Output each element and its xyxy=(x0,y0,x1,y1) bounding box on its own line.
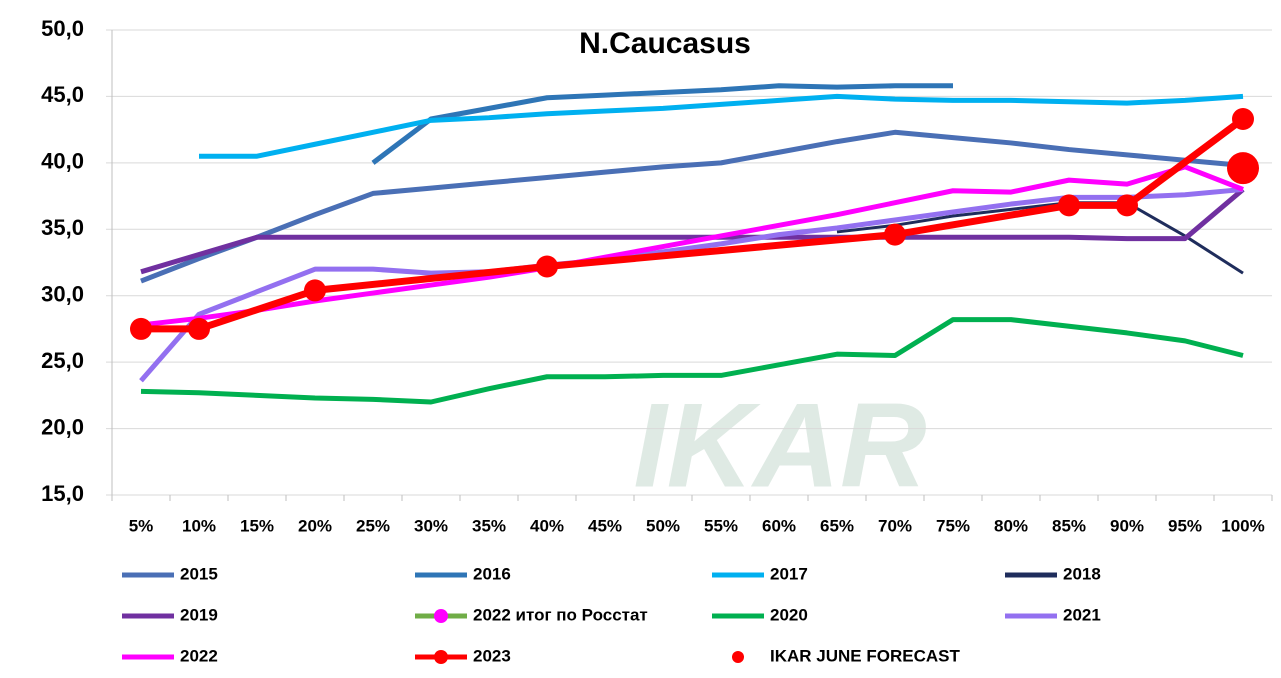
legend-label: 2023 xyxy=(473,646,511,665)
series-marker xyxy=(304,279,326,301)
series-marker xyxy=(1227,152,1259,184)
legend-label: 2022 итог по Росстат xyxy=(473,605,648,624)
x-tick-label: 75% xyxy=(936,516,970,535)
y-tick-label: 40,0 xyxy=(41,149,84,174)
x-tick-label: 65% xyxy=(820,516,854,535)
x-tick-label: 90% xyxy=(1110,516,1144,535)
x-tick-label: 50% xyxy=(646,516,680,535)
x-tick-label: 25% xyxy=(356,516,390,535)
x-tick-label: 45% xyxy=(588,516,622,535)
x-tick-label: 40% xyxy=(530,516,564,535)
legend-label: 2018 xyxy=(1063,564,1101,583)
legend-label: 2015 xyxy=(180,564,218,583)
series-marker xyxy=(536,255,558,277)
watermark: IKAR xyxy=(633,379,926,513)
legend-label: 2019 xyxy=(180,605,218,624)
x-tick-label: 70% xyxy=(878,516,912,535)
x-tick-label: 80% xyxy=(994,516,1028,535)
x-tick-label: 35% xyxy=(472,516,506,535)
x-tick-label: 95% xyxy=(1168,516,1202,535)
series-marker xyxy=(1116,194,1138,216)
chart: IKAR N.Caucasus 15,0 20,0 25,0 30,0 35,0 40,0… xyxy=(0,0,1281,678)
x-tick-label: 20% xyxy=(298,516,332,535)
series-marker xyxy=(188,318,210,340)
y-tick-label: 45,0 xyxy=(41,82,84,107)
x-tick-label: 30% xyxy=(414,516,448,535)
legend-label: 2021 xyxy=(1063,605,1101,624)
x-tick-label: 100% xyxy=(1221,516,1264,535)
x-tick-label: 55% xyxy=(704,516,738,535)
x-tick-label: 85% xyxy=(1052,516,1086,535)
legend-marker xyxy=(434,650,448,664)
legend-label: 2022 xyxy=(180,646,218,665)
x-tick-label: 60% xyxy=(762,516,796,535)
legend-label: 2020 xyxy=(770,605,808,624)
series-line xyxy=(199,96,1243,156)
x-tick-label: 15% xyxy=(240,516,274,535)
y-tick-label: 30,0 xyxy=(41,282,84,307)
y-tick-label: 15,0 xyxy=(41,481,84,506)
y-tick-label: 20,0 xyxy=(41,414,84,439)
legend-marker xyxy=(434,609,448,623)
y-tick-label: 50,0 xyxy=(41,16,84,41)
x-tick-label: 10% xyxy=(182,516,216,535)
series-marker xyxy=(1232,108,1254,130)
series-marker xyxy=(884,224,906,246)
legend-label: IKAR JUNE FORECAST xyxy=(770,646,960,665)
legend-label: 2017 xyxy=(770,564,808,583)
chart-title: N.Caucasus xyxy=(579,27,751,60)
x-tick-label: 5% xyxy=(129,516,154,535)
y-tick-label: 25,0 xyxy=(41,348,84,373)
y-tick-label: 35,0 xyxy=(41,215,84,240)
legend-label: 2016 xyxy=(473,564,511,583)
series-marker xyxy=(1058,194,1080,216)
legend-marker xyxy=(732,651,744,663)
series-marker xyxy=(130,318,152,340)
